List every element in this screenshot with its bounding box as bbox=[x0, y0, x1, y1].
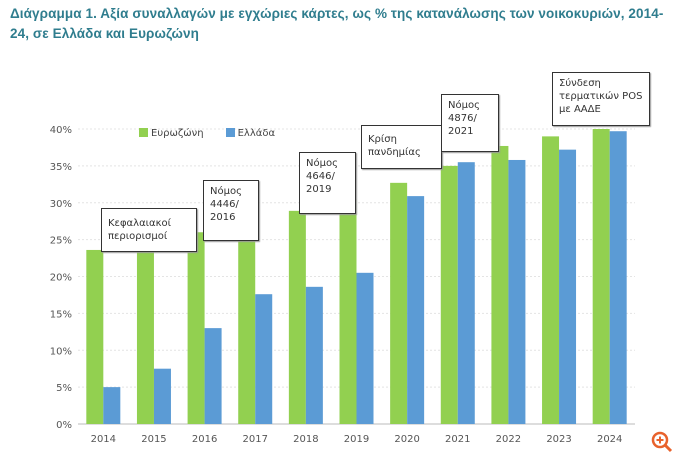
legend-swatch bbox=[225, 128, 235, 137]
x-tick-label: 2018 bbox=[293, 434, 318, 445]
bar-eurozone-2019 bbox=[339, 199, 357, 424]
annotation-law-4446: Νόμος 4446/ 2016 bbox=[203, 180, 259, 241]
bar-eurozone-2018 bbox=[288, 210, 306, 424]
bar-greece-2023 bbox=[559, 149, 577, 424]
x-tick-label: 2016 bbox=[192, 434, 217, 445]
legend-label: Ευρωζώνη bbox=[151, 128, 204, 139]
x-tick-label: 2024 bbox=[597, 434, 622, 445]
bar-eurozone-2024 bbox=[592, 129, 610, 424]
bar-greece-2018 bbox=[305, 286, 323, 424]
legend-label: Ελλάδα bbox=[237, 128, 276, 139]
y-tick-label: 40% bbox=[50, 125, 72, 136]
bar-greece-2016 bbox=[204, 328, 222, 424]
y-tick-label: 15% bbox=[50, 309, 72, 320]
x-tick-label: 2015 bbox=[141, 434, 166, 445]
bar-eurozone-2022 bbox=[491, 145, 509, 424]
bar-greece-2022 bbox=[508, 159, 526, 424]
legend-swatch bbox=[139, 128, 148, 137]
x-tick-label: 2014 bbox=[91, 434, 116, 445]
chart-title: Διάγραμμα 1. Αξία συναλλαγών με εγχώριες… bbox=[10, 6, 664, 41]
annotation-law-4646: Νόμος 4646/ 2019 bbox=[299, 152, 356, 214]
bar-eurozone-2023 bbox=[542, 136, 560, 424]
bar-eurozone-2021 bbox=[440, 165, 458, 424]
y-tick-label: 5% bbox=[56, 383, 72, 394]
y-tick-label: 25% bbox=[50, 236, 72, 247]
y-tick-label: 30% bbox=[50, 199, 72, 210]
bar-greece-2015 bbox=[153, 368, 171, 424]
annotation-pandemic: Κρίση πανδημίας bbox=[361, 125, 442, 169]
bar-eurozone-2015 bbox=[136, 241, 154, 424]
y-tick-label: 20% bbox=[50, 273, 72, 284]
bar-greece-2021 bbox=[457, 162, 475, 424]
legend: Ευρωζώνη Ελλάδα bbox=[139, 128, 275, 139]
legend-eurozone: Ευρωζώνη bbox=[139, 128, 204, 139]
bar-greece-2020 bbox=[407, 196, 425, 424]
annotation-pos-aade: Σύνδεση τερματικών POS με ΑΑΔΕ bbox=[552, 72, 650, 126]
x-tick-label: 2023 bbox=[546, 434, 571, 445]
y-tick-label: 10% bbox=[50, 346, 72, 357]
x-tick-label: 2017 bbox=[243, 434, 268, 445]
legend-greece: Ελλάδα bbox=[225, 128, 276, 139]
bar-eurozone-2017 bbox=[238, 224, 256, 424]
annotation-law-4876: Νόμος 4876/ 2021 bbox=[441, 94, 499, 152]
bar-greece-2017 bbox=[255, 294, 273, 424]
y-tick-label: 35% bbox=[50, 162, 72, 173]
y-tick-label: 0% bbox=[56, 420, 72, 431]
x-tick-label: 2021 bbox=[445, 434, 470, 445]
annotation-capital-controls: Κεφαλαιακοί περιορισμοί bbox=[101, 208, 197, 252]
x-tick-label: 2022 bbox=[496, 434, 521, 445]
bar-eurozone-2016 bbox=[187, 232, 205, 424]
bar-eurozone-2020 bbox=[390, 182, 408, 424]
x-tick-label: 2020 bbox=[394, 434, 419, 445]
bar-eurozone-2014 bbox=[86, 249, 104, 424]
bar-greece-2014 bbox=[103, 387, 121, 424]
bar-greece-2019 bbox=[356, 272, 374, 424]
x-tick-label: 2019 bbox=[344, 434, 369, 445]
bar-greece-2024 bbox=[609, 131, 627, 424]
